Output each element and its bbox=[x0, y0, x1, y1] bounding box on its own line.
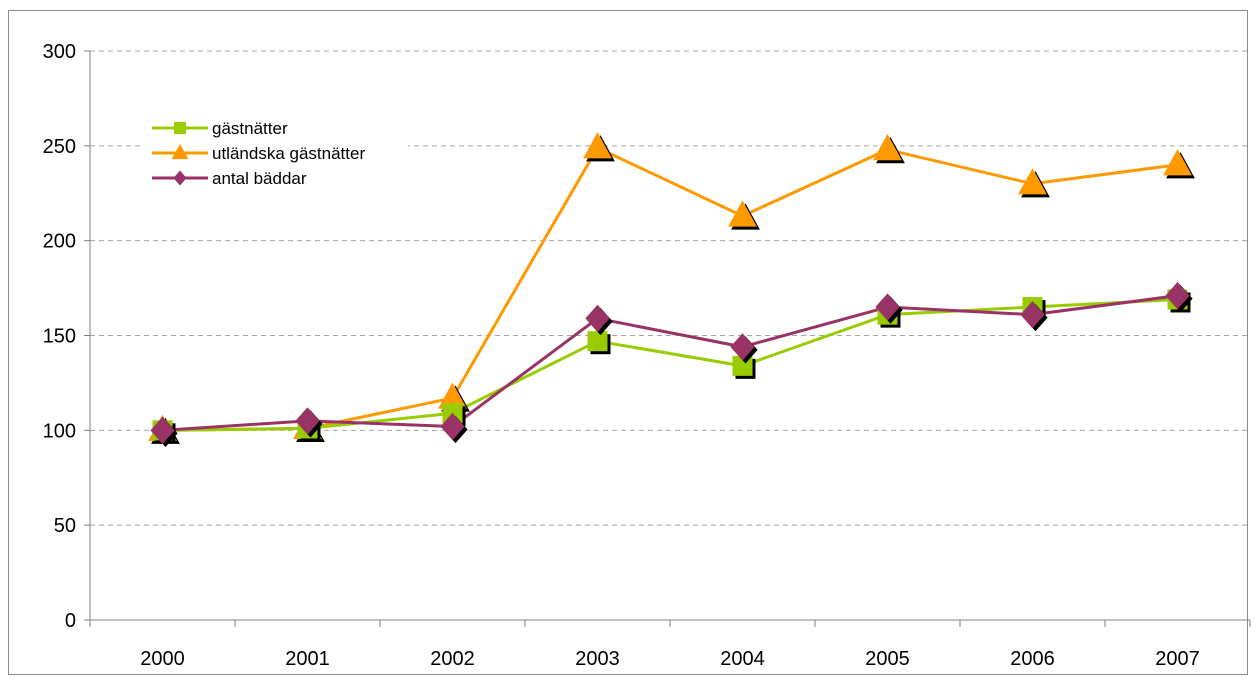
legend-label: utländska gästnätter bbox=[212, 144, 365, 163]
legend-marker bbox=[171, 143, 189, 160]
data-point bbox=[440, 412, 465, 441]
legend-label: gästnätter bbox=[212, 119, 288, 138]
legend-marker bbox=[174, 122, 186, 134]
legend: gästnätter utländska gästnätter antal bädd… bbox=[140, 110, 408, 192]
data-point bbox=[730, 333, 755, 361]
data-point bbox=[873, 134, 902, 161]
x-tick-label: 2000 bbox=[140, 648, 185, 670]
x-tick-label: 2007 bbox=[1155, 648, 1200, 670]
series-line-2 bbox=[162, 146, 1178, 432]
y-tick-label: 150 bbox=[43, 326, 76, 348]
y-tick-label: 50 bbox=[54, 515, 76, 537]
data-point bbox=[728, 200, 757, 227]
series-line-1 bbox=[162, 297, 1178, 432]
y-tick-label: 200 bbox=[43, 231, 76, 253]
data-point bbox=[1163, 149, 1192, 176]
data-point bbox=[585, 304, 610, 333]
x-tick-label: 2001 bbox=[285, 648, 330, 670]
data-point bbox=[150, 416, 175, 444]
series-line-3 bbox=[162, 294, 1178, 432]
data-point bbox=[295, 407, 320, 435]
x-tick-label: 2006 bbox=[1010, 648, 1055, 670]
y-tick-label: 250 bbox=[43, 136, 76, 158]
data-point bbox=[583, 132, 612, 159]
data-point bbox=[1020, 300, 1045, 329]
y-tick-label: 0 bbox=[65, 610, 76, 632]
axes: 0 50 100 150 200 250 300 2000 2001 2002 2003 2004 20… bbox=[43, 41, 1251, 670]
series bbox=[148, 132, 1195, 447]
y-tick-label: 100 bbox=[43, 420, 76, 442]
x-tick-label: 2005 bbox=[865, 648, 910, 670]
x-tick-label: 2003 bbox=[575, 648, 620, 670]
x-tick-label: 2002 bbox=[430, 648, 475, 670]
data-point bbox=[587, 331, 608, 352]
data-point bbox=[1018, 168, 1047, 195]
data-point bbox=[438, 382, 467, 409]
x-tick-label: 2004 bbox=[720, 648, 765, 670]
legend-marker bbox=[173, 170, 187, 186]
legend-label: antal bäddar bbox=[212, 169, 307, 188]
data-point bbox=[875, 293, 900, 321]
data-point bbox=[1165, 282, 1190, 310]
y-tick-label: 300 bbox=[43, 41, 76, 63]
